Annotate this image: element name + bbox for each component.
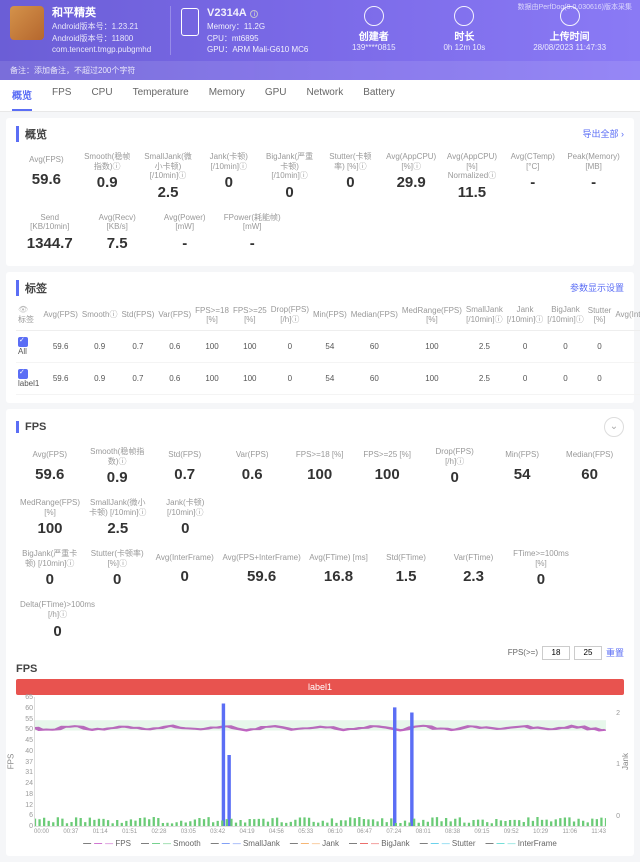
metric: Drop(FPS) [/h]ⓘ0 <box>421 441 488 492</box>
tab-CPU[interactable]: CPU <box>91 80 112 111</box>
metric: Smooth(稳帧指数)ⓘ0.9 <box>77 146 138 207</box>
table-row[interactable]: label159.60.90.70.6100100054601002.50000… <box>16 362 640 394</box>
user-icon <box>364 6 384 26</box>
metric: Avg(Power) [mW]- <box>151 207 218 258</box>
tab-Battery[interactable]: Battery <box>363 80 395 111</box>
metric: Avg(FPS+InterFrame)59.6 <box>218 543 304 594</box>
metric: Avg(InterFrame)0 <box>151 543 218 594</box>
metric: FPower(耗能帧) [mW]- <box>218 207 285 258</box>
fps-panel: FPS ⌄ Avg(FPS)59.6Smooth(稳帧指数)ⓘ0.9Std(FP… <box>6 409 634 856</box>
legend-item[interactable]: — SmallJank <box>211 839 280 848</box>
upload-icon <box>560 6 580 26</box>
fps-chart[interactable]: FPS Jank 656055504540373124181260210 <box>34 697 606 827</box>
tab-FPS[interactable]: FPS <box>52 80 71 111</box>
metric: MedRange(FPS)[%]100 <box>16 492 84 543</box>
export-link[interactable]: 导出全部 › <box>582 127 624 140</box>
metric: Avg(AppCPU) [%] Normalizedⓘ11.5 <box>442 146 503 207</box>
tab-Network[interactable]: Network <box>307 80 344 111</box>
metric: Var(FPS)0.6 <box>218 441 285 492</box>
metric: Peak(Memory) [MB]- <box>563 146 624 207</box>
metric: Smooth(稳帧指数)ⓘ0.9 <box>83 441 150 492</box>
metric: SmallJank(微小卡顿) [/10min]ⓘ2.5 <box>84 492 151 543</box>
legend-item[interactable]: — InterFrame <box>485 839 556 848</box>
checkbox[interactable] <box>18 369 28 379</box>
collapse-button[interactable]: ⌄ <box>604 417 624 437</box>
checkbox[interactable] <box>18 337 28 347</box>
metric: Jank(卡顿) [/10min]ⓘ0 <box>198 146 259 207</box>
metric: Std(FTime)1.5 <box>372 543 439 594</box>
metric: FPS>=25 [%]100 <box>353 441 420 492</box>
metric: Delta(FTime)>100ms [/h]ⓘ0 <box>16 594 99 645</box>
metric: Min(FPS)54 <box>488 441 555 492</box>
metric: Send [KB/10min]1344.7 <box>16 207 83 258</box>
reset-link[interactable]: 重置 <box>606 646 624 659</box>
metric: Stutter(卡顿率) [%]ⓘ0 <box>83 543 150 594</box>
fps-threshold-1[interactable] <box>542 646 570 660</box>
metric: Median(FPS)60 <box>556 441 623 492</box>
metric: Avg(CTemp)[°C]- <box>502 146 563 207</box>
clock-icon <box>454 6 474 26</box>
fps-title: FPS <box>16 421 46 433</box>
metric: Avg(FTime) [ms]16.8 <box>305 543 372 594</box>
note-bar[interactable]: 备注：添加备注，不超过200个字符 <box>0 61 640 80</box>
legend-item[interactable]: — Jank <box>290 839 339 848</box>
metric: Std(FPS)0.7 <box>151 441 218 492</box>
metric: Avg(Recv) [KB/s]7.5 <box>83 207 150 258</box>
overview-title: 概览 <box>16 126 47 142</box>
metric: Avg(FPS)59.6 <box>16 441 83 492</box>
legend-item[interactable]: — Stutter <box>420 839 476 848</box>
tab-bar: 概览 FPS CPU Temperature Memory GPU Network Batte… <box>0 80 640 112</box>
labels-title: 标签 <box>16 280 47 296</box>
fps-threshold-2[interactable] <box>574 646 602 660</box>
table-row[interactable]: All59.60.90.70.6100100054601002.500005 <box>16 330 640 362</box>
tab-概览[interactable]: 概览 <box>12 80 32 111</box>
tab-Memory[interactable]: Memory <box>209 80 245 111</box>
metric: FTime>=100ms [%]0 <box>507 543 574 594</box>
tab-GPU[interactable]: GPU <box>265 80 287 111</box>
metric: BigJank(严重卡顿) [/10min]ⓘ0 <box>259 146 320 207</box>
metric: Avg(FPS)59.6 <box>16 146 77 207</box>
legend-item[interactable]: — BigJank <box>349 839 410 848</box>
chart-label-bar: label1 <box>16 679 624 695</box>
app-icon <box>10 6 44 40</box>
metric: Var(FTime)2.3 <box>440 543 507 594</box>
metric: SmallJank(微小卡顿) [/10min]ⓘ2.5 <box>138 146 199 207</box>
tab-Temperature[interactable]: Temperature <box>133 80 189 111</box>
metric: Jank(卡顿) [/10min]ⓘ0 <box>152 492 219 543</box>
legend-item[interactable]: — Smooth <box>141 839 201 848</box>
labels-table: 👁标签Avg(FPS)SmoothⓘStd(FPS)Var(FPS)FPS>=1… <box>16 300 640 395</box>
metric: Avg(AppCPU) [%]ⓘ29.9 <box>381 146 442 207</box>
header: 数据由PerfDog(9.0.030616)版本采集 和平精英 Android版… <box>0 0 640 80</box>
labels-panel: 标签 参数显示设置 👁标签Avg(FPS)SmoothⓘStd(FPS)Var(… <box>6 272 634 403</box>
param-settings-link[interactable]: 参数显示设置 <box>570 281 624 294</box>
overview-panel: 概览 导出全部 › Avg(FPS)59.6Smooth(稳帧指数)ⓘ0.9Sm… <box>6 118 634 266</box>
metric: BigJank(严重卡顿) [/10min]ⓘ0 <box>16 543 83 594</box>
device-icon <box>181 8 199 36</box>
metric: Stutter(卡顿率) [%]ⓘ0 <box>320 146 381 207</box>
app-name: 和平精英 <box>52 6 162 21</box>
legend-item[interactable]: — FPS <box>83 839 131 848</box>
metric: FPS>=18 [%]100 <box>286 441 353 492</box>
